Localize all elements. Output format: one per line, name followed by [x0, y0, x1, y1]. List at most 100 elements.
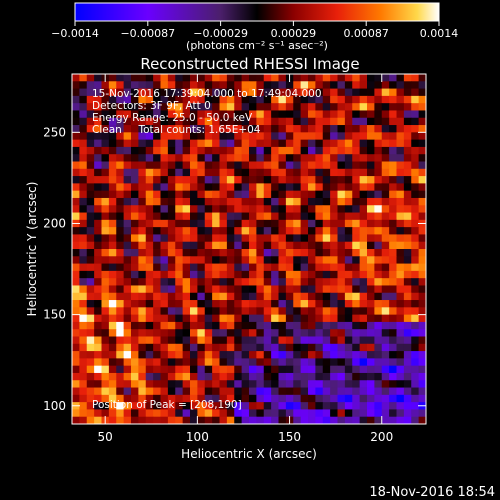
heatmap-cell — [418, 95, 427, 104]
heatmap-cell — [256, 380, 265, 388]
heatmap-cell — [381, 139, 390, 148]
heatmap-cell — [212, 351, 220, 359]
heatmap-cell — [352, 358, 361, 367]
heatmap-cell — [396, 154, 405, 162]
heatmap-cell — [101, 103, 110, 111]
heatmap-cell — [182, 278, 191, 286]
heatmap-cell — [197, 161, 206, 170]
heatmap-cell — [123, 212, 132, 221]
heatmap-cell — [381, 292, 390, 301]
heatmap-cell — [374, 365, 383, 374]
heatmap-cell — [418, 409, 427, 418]
heatmap-cell — [374, 146, 383, 155]
heatmap-cell — [337, 234, 346, 243]
heatmap-cell — [256, 183, 265, 192]
heatmap-cell — [367, 365, 375, 374]
heatmap-cell — [101, 146, 110, 155]
heatmap-cell — [249, 416, 257, 425]
heatmap-cell — [101, 380, 110, 388]
heatmap-cell — [145, 88, 154, 97]
heatmap-cell — [79, 343, 88, 352]
heatmap-cell — [86, 176, 95, 184]
heatmap-cell — [138, 81, 147, 89]
heatmap-cell — [145, 263, 154, 272]
heatmap-cell — [175, 343, 184, 352]
heatmap-cell — [86, 380, 95, 388]
heatmap-cell — [234, 300, 243, 308]
heatmap-cell — [403, 336, 412, 345]
heatmap-cell — [285, 205, 294, 213]
heatmap-cell — [293, 110, 302, 119]
heatmap-cell — [226, 380, 235, 388]
heatmap-cell — [396, 329, 405, 337]
heatmap-cell — [160, 146, 169, 155]
heatmap-cell — [160, 125, 169, 133]
heatmap-cell — [182, 103, 191, 111]
heatmap-cell — [374, 336, 383, 345]
heatmap-cell — [116, 205, 125, 213]
heatmap-cell — [322, 168, 331, 177]
heatmap-cell — [123, 336, 132, 345]
heatmap-cell — [212, 183, 220, 192]
heatmap-cell — [308, 329, 316, 337]
heatmap-cell — [160, 161, 169, 170]
heatmap-cell — [330, 110, 338, 119]
heatmap-cell — [271, 394, 279, 403]
heatmap-cell — [374, 241, 383, 250]
heatmap-cell — [271, 416, 279, 425]
heatmap-cell — [197, 249, 206, 257]
heatmap-cell — [418, 146, 427, 155]
heatmap-cell — [308, 321, 316, 330]
heatmap-cell — [116, 387, 125, 396]
heatmap-cell — [389, 241, 397, 250]
heatmap-cell — [226, 103, 235, 111]
heatmap-cell — [234, 329, 243, 337]
heatmap-cell — [396, 183, 405, 192]
heatmap-cell — [101, 241, 110, 250]
heatmap-cell — [101, 256, 110, 264]
heatmap-cell — [271, 314, 279, 323]
heatmap-cell — [263, 409, 272, 418]
heatmap-cell — [241, 132, 250, 141]
heatmap-cell — [86, 234, 95, 243]
heatmap-cell — [285, 365, 294, 374]
heatmap-cell — [79, 146, 88, 155]
heatmap-cell — [197, 74, 206, 82]
heatmap-cell — [352, 212, 361, 221]
heatmap-cell — [86, 168, 95, 177]
heatmap-cell — [86, 372, 95, 381]
heatmap-cell — [359, 103, 368, 111]
heatmap-cell — [367, 416, 375, 425]
heatmap-cell — [249, 292, 257, 301]
heatmap-cell — [300, 81, 309, 89]
heatmap-cell — [167, 219, 176, 228]
heatmap-cell — [367, 125, 375, 133]
heatmap-cell — [131, 168, 139, 177]
heatmap-cell — [249, 197, 257, 206]
heatmap-cell — [94, 351, 102, 359]
heatmap-cell — [322, 372, 331, 381]
heatmap-cell — [108, 88, 117, 97]
heatmap-cell — [167, 402, 176, 410]
heatmap-cell — [79, 110, 88, 119]
heatmap-cell — [411, 329, 420, 337]
heatmap-cell — [182, 183, 191, 192]
heatmap-cell — [308, 365, 316, 374]
heatmap-cell — [145, 292, 154, 301]
heatmap-cell — [101, 278, 110, 286]
heatmap-cell — [241, 314, 250, 323]
heatmap-cell — [344, 88, 353, 97]
heatmap-cell — [79, 154, 88, 162]
heatmap-cell — [411, 190, 420, 199]
heatmap-cell — [249, 256, 257, 264]
heatmap-cell — [344, 212, 353, 221]
heatmap-cell — [160, 365, 169, 374]
heatmap-cell — [381, 387, 390, 396]
heatmap-cell — [330, 270, 338, 279]
heatmap-cell — [418, 176, 427, 184]
heatmap-cell — [300, 365, 309, 374]
heatmap-cell — [86, 103, 95, 111]
heatmap-cell — [86, 285, 95, 294]
heatmap-cell — [101, 197, 110, 206]
heatmap-cell — [344, 351, 353, 359]
